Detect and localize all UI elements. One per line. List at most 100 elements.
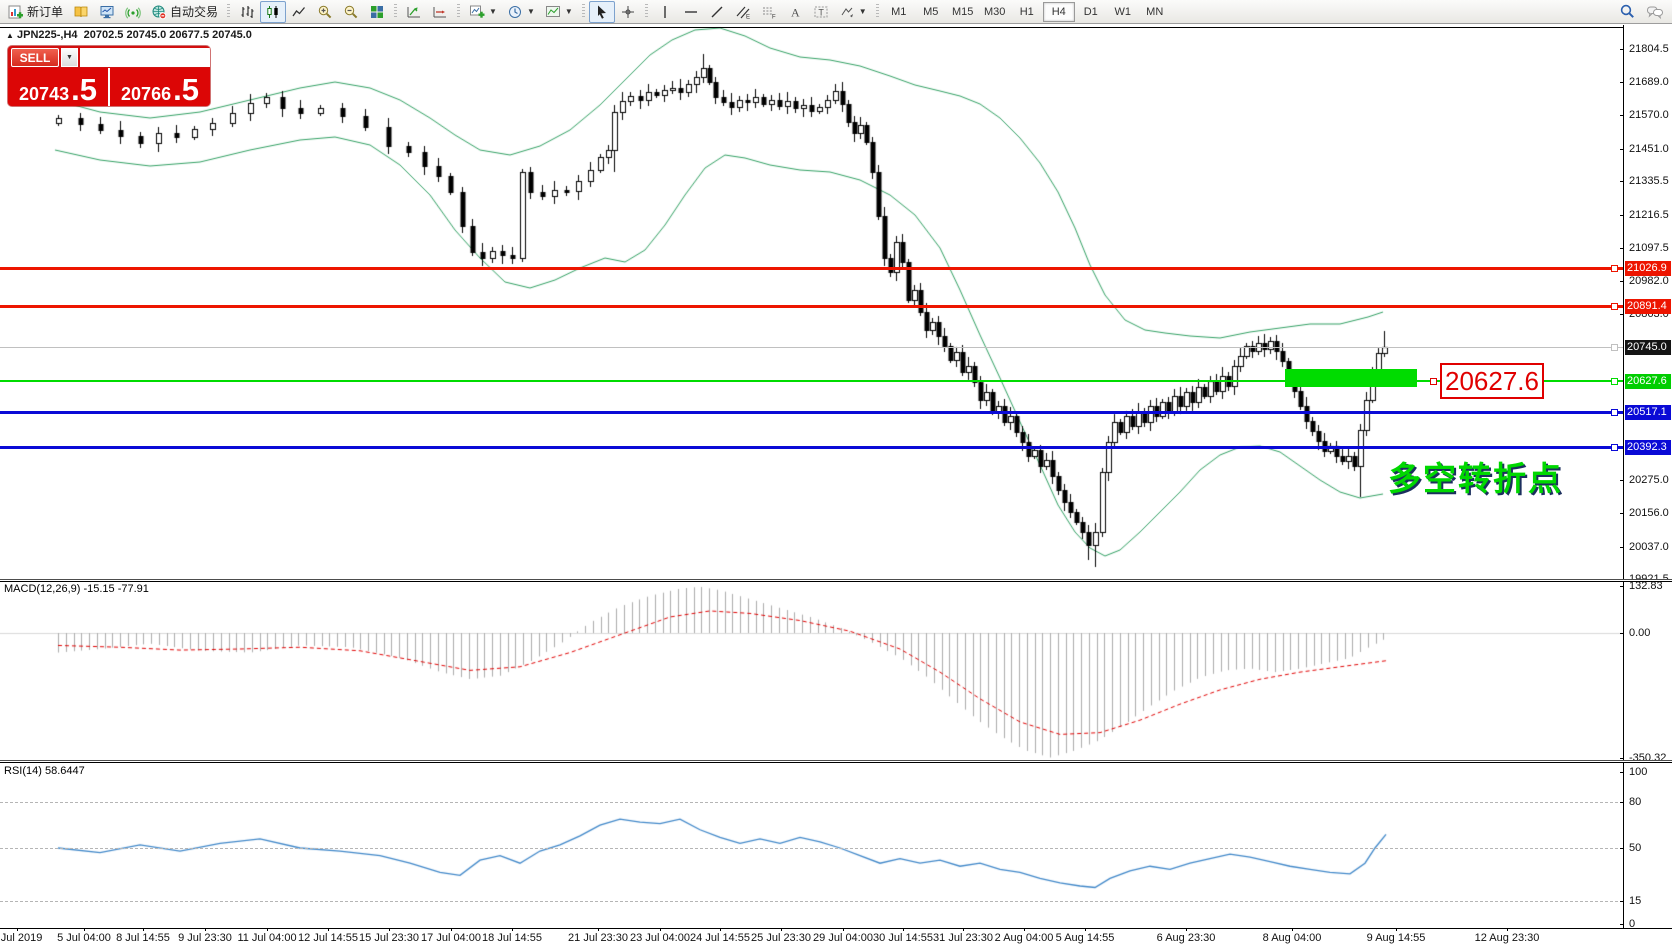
price-tick-label: 20275.0 (1629, 474, 1669, 486)
timeframe-m5[interactable]: M5 (923, 5, 939, 18)
symbol-collapse-icon[interactable]: ▲ (6, 31, 14, 40)
fibonacci-tool-button[interactable]: F (756, 1, 782, 23)
date-label: 12 Aug 23:30 (1474, 932, 1540, 944)
macd-canvas[interactable] (0, 582, 1623, 760)
one-click-price-row: 20743 .5 20766 .5 (8, 68, 210, 106)
text-icon: A (791, 5, 800, 19)
date-label: 21 Jul 23:30 (568, 932, 628, 944)
crosshair-tool-button[interactable] (615, 1, 641, 23)
price-tag-20891.4: 20891.4 (1625, 299, 1671, 314)
date-tick (598, 928, 599, 931)
line-anchor-marker[interactable] (1611, 444, 1618, 451)
market-watch-button[interactable] (94, 1, 120, 23)
hline-tool-button[interactable] (678, 1, 704, 23)
timeframe-mn[interactable]: MN (1146, 5, 1164, 18)
line-anchor-marker[interactable] (1611, 409, 1618, 416)
green-rectangle-object[interactable] (1285, 369, 1417, 387)
pane-separator[interactable] (0, 760, 1672, 763)
date-label: 8 Jul 14:55 (116, 932, 170, 944)
symbol-ohlc-values: 20702.5 20745.0 20677.5 20745.0 (83, 29, 252, 41)
level-line-20517.1[interactable] (0, 411, 1623, 414)
main-chart-canvas[interactable] (0, 25, 1623, 581)
timeframe-h4[interactable]: H4 (1042, 1, 1075, 22)
shapes-tool-button[interactable]: ▼ (834, 1, 872, 23)
rsi-canvas[interactable] (0, 763, 1623, 927)
label-tool-button[interactable]: T (808, 1, 834, 23)
price-tick-label: 21451.0 (1629, 143, 1669, 155)
sell-price-button[interactable]: 20743 .5 (8, 68, 108, 106)
main-toolbar: 新订单 自动交易 (0, 0, 1672, 24)
zoom-in-button[interactable] (312, 1, 338, 23)
price-level-label[interactable]: 20627.6 (1440, 363, 1544, 399)
timeframe-m30[interactable]: M30 (984, 5, 1006, 18)
date-tick (451, 928, 452, 931)
crosshair-icon (621, 5, 634, 18)
chart-shift-button[interactable] (401, 1, 427, 23)
tile-windows-icon (371, 5, 384, 18)
timeframe-w1[interactable]: W1 (1114, 5, 1131, 18)
date-tick (143, 928, 144, 931)
text-tool-button[interactable]: A (782, 1, 808, 23)
autotrade-button[interactable]: 自动交易 (146, 1, 223, 23)
timeframe-h1[interactable]: H1 (1019, 5, 1034, 18)
dropdown-caret: ▼ (564, 7, 573, 16)
chat-button[interactable] (1641, 1, 1669, 23)
timeframe-group: M1 M5 M15 M30 H1 H4 D1 W1 MN (883, 1, 1171, 22)
price-tick (1620, 480, 1624, 481)
date-tick (781, 928, 782, 931)
date-axis[interactable] (0, 928, 1672, 946)
tile-windows-button[interactable] (364, 1, 390, 23)
zoom-out-button[interactable] (338, 1, 364, 23)
chart-bars-button[interactable] (234, 1, 260, 23)
level-line-21026.9[interactable] (0, 267, 1623, 270)
auto-scroll-button[interactable] (427, 1, 453, 23)
level-line-20891.4[interactable] (0, 305, 1623, 308)
chart-line-button[interactable] (286, 1, 312, 23)
periods-button[interactable]: ▼ (502, 1, 540, 23)
line-anchor-marker[interactable] (1611, 344, 1618, 351)
price-tick-label: 21689.0 (1629, 76, 1669, 88)
volume-down-button[interactable]: ▼ (61, 48, 78, 67)
templates-button[interactable]: ▼ (540, 1, 578, 23)
level-line-20392.3[interactable] (0, 446, 1623, 449)
new-order-button[interactable]: 新订单 (3, 1, 68, 23)
timeframe-m15[interactable]: M15 (952, 5, 974, 18)
channel-tool-button[interactable]: E (730, 1, 756, 23)
history-center-button[interactable] (68, 1, 94, 23)
date-tick (1085, 928, 1086, 931)
text-label-icon: T (814, 6, 828, 17)
annotation-text[interactable]: 多空转折点 (1388, 460, 1563, 497)
trendline-end-marker[interactable] (1430, 378, 1437, 385)
arrows-shapes-icon (841, 7, 853, 17)
price-tick (1620, 115, 1624, 116)
price-tick (1620, 82, 1624, 83)
line-anchor-marker[interactable] (1611, 265, 1618, 272)
price-tag-21026.9: 21026.9 (1625, 261, 1671, 276)
horizontal-line-icon (684, 10, 697, 13)
line-anchor-marker[interactable] (1611, 378, 1618, 385)
chart-candles-button[interactable] (260, 0, 287, 23)
vline-tool-button[interactable] (652, 1, 678, 23)
date-label: 9 Aug 14:55 (1366, 932, 1426, 944)
line-chart-icon (292, 6, 306, 16)
indicators-button[interactable]: ▼ (464, 1, 502, 23)
date-tick (1186, 928, 1187, 931)
cursor-tool-button[interactable] (588, 0, 615, 23)
trendline-tool-button[interactable] (704, 1, 730, 23)
search-button[interactable] (1614, 1, 1641, 23)
line-anchor-marker[interactable] (1611, 303, 1618, 310)
timeframe-m1[interactable]: M1 (891, 5, 907, 18)
level-line-20627.6[interactable] (0, 380, 1623, 382)
buy-price-button[interactable]: 20766 .5 (110, 68, 210, 106)
date-tick (267, 928, 268, 931)
signals-button[interactable] (120, 1, 146, 23)
price-tick-label: 21097.5 (1629, 242, 1669, 254)
date-label: 6 Aug 23:30 (1156, 932, 1216, 944)
level-line-20745[interactable] (0, 347, 1623, 348)
pane-separator[interactable] (0, 579, 1672, 582)
timeframe-d1[interactable]: D1 (1083, 5, 1098, 18)
volume-input[interactable] (80, 48, 210, 67)
price-axis[interactable] (1623, 25, 1672, 928)
sell-button[interactable]: SELL (11, 48, 59, 67)
